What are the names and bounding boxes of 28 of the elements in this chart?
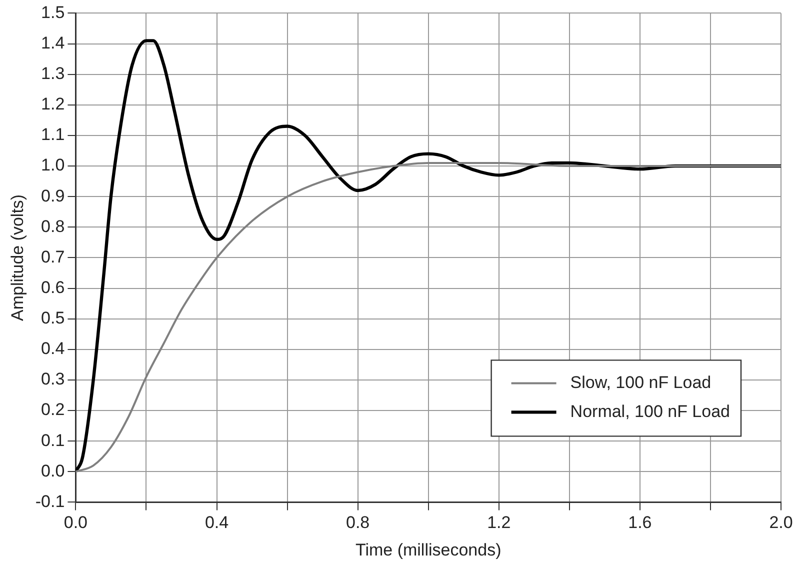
legend-label: Slow, 100 nF Load (570, 372, 712, 392)
y-tick-label: 0.0 (41, 461, 65, 480)
y-tick-label: 0.2 (41, 400, 65, 420)
y-tick-label: 0.6 (41, 278, 65, 297)
y-tick-label: 1.5 (41, 2, 65, 22)
x-tick-label: 1.2 (487, 513, 511, 532)
y-tick-label: 0.9 (41, 186, 65, 206)
y-tick-label: 0.1 (41, 430, 65, 450)
y-tick-label: 1.4 (41, 33, 65, 52)
x-tick-label: 2.0 (769, 513, 793, 532)
y-tick-label: 0.7 (41, 247, 65, 266)
x-tick-label: 0.0 (64, 513, 88, 532)
y-axis-title: Amplitude (volts) (8, 194, 27, 322)
x-axis-title: Time (milliseconds) (355, 540, 502, 560)
x-tick-label: 0.4 (204, 513, 229, 532)
y-tick-label: -0.1 (35, 492, 65, 511)
y-tick-label: 0.4 (41, 339, 65, 358)
y-tick-label: 1.1 (41, 125, 65, 144)
y-tick-label: 0.3 (41, 370, 65, 389)
y-tick-label: 1.3 (41, 64, 65, 84)
y-tick-label: 0.8 (41, 216, 65, 236)
line-series (76, 162, 781, 473)
x-tick-label: 1.6 (628, 513, 652, 532)
y-tick-label: 1.2 (41, 94, 65, 114)
legend-label: Normal, 100 nF Load (570, 402, 730, 421)
y-tick-label: 0.5 (41, 308, 65, 328)
x-tick-label: 0.8 (346, 513, 370, 532)
y-tick-label: 1.0 (41, 156, 65, 175)
